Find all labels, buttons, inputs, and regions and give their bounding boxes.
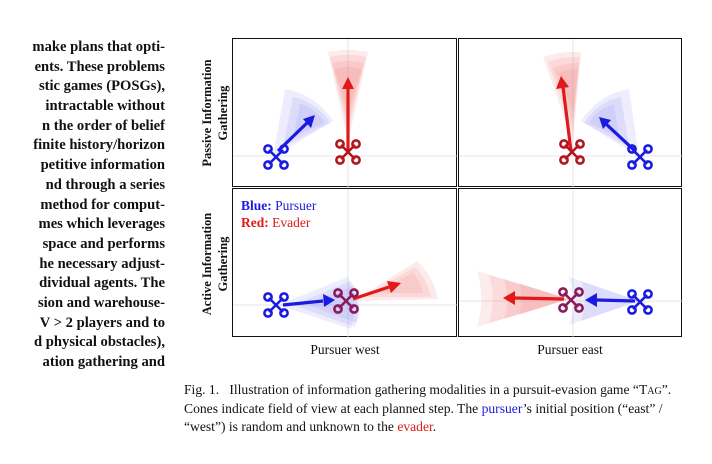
panel-active-west-drawing bbox=[233, 189, 458, 338]
left-text-line: space and performs bbox=[42, 235, 165, 252]
pursuer-arrow bbox=[596, 298, 636, 303]
left-text-line: he necessary adjust- bbox=[39, 255, 165, 272]
left-text-line: ents. These problems bbox=[34, 58, 165, 75]
caption-pursuer: pursuer bbox=[481, 400, 523, 416]
panel-passive-west bbox=[232, 38, 458, 188]
row-label-passive: Passive Information Gathering bbox=[196, 38, 234, 188]
evader-drone-icon bbox=[335, 139, 361, 165]
evader-drone-icon bbox=[558, 287, 584, 313]
figure-caption: Fig. 1. Illustration of information gath… bbox=[184, 381, 704, 437]
left-text-line: V > 2 players and to bbox=[39, 314, 165, 331]
row-label-active: Active Information Gathering bbox=[196, 189, 234, 339]
left-text-line: stic games (POSGs), bbox=[38, 78, 165, 95]
row-label-passive-line2: Gathering bbox=[216, 85, 230, 141]
left-text-line: petitive information bbox=[40, 157, 165, 174]
evader-drone-icon bbox=[559, 139, 585, 165]
panel-passive-east-drawing bbox=[459, 39, 683, 188]
legend-blue-key: Blue: bbox=[241, 198, 272, 213]
left-column-text: make plans that opti- ents. These proble… bbox=[0, 38, 165, 373]
evader-arrowhead bbox=[387, 281, 401, 293]
evader-arrowhead bbox=[342, 77, 354, 89]
pursuer-arrowhead bbox=[585, 293, 597, 307]
evader-fov-cones bbox=[543, 51, 581, 142]
panel-active-east-drawing bbox=[459, 189, 683, 338]
row-label-passive-line1: Passive Information bbox=[200, 59, 214, 167]
left-text-line: nd through a series bbox=[45, 176, 165, 193]
row-label-active-line2: Gathering bbox=[216, 236, 230, 292]
pursuer-drone-icon bbox=[627, 289, 653, 315]
left-text-line: finite history/horizon bbox=[33, 137, 165, 154]
left-text-line: d physical obstacles), bbox=[34, 334, 165, 351]
left-text-line: mes which leverages bbox=[38, 216, 165, 233]
pursuer-arrowhead bbox=[599, 117, 611, 129]
evader-arrow bbox=[352, 285, 390, 301]
left-text-line: method for comput- bbox=[40, 196, 165, 213]
caption-fig-label: Fig. 1. bbox=[184, 382, 220, 397]
legend-pursuer: Blue: Pursuer bbox=[241, 197, 316, 214]
pursuer-arrowhead bbox=[303, 115, 315, 128]
caption-text-2: ”. Cones indicate field of view at each … bbox=[184, 382, 672, 416]
legend-red-key: Red: bbox=[241, 215, 269, 230]
pursuer-drone-icon bbox=[263, 144, 289, 170]
col-label-east: Pursuer east bbox=[537, 342, 603, 357]
caption-text-4: . bbox=[432, 419, 437, 434]
panel-passive-east bbox=[458, 38, 683, 188]
left-text-line: intractable without bbox=[45, 98, 165, 115]
caption-tag: Tag bbox=[638, 382, 662, 397]
legend-evader: Red: Evader bbox=[241, 214, 316, 231]
panel-active-west: Blue: Pursuer Red: Evader bbox=[232, 188, 458, 338]
caption-text-1: Illustration of information gathering mo… bbox=[229, 382, 639, 397]
evader-arrow bbox=[561, 86, 573, 152]
left-text-line: ation gathering and bbox=[42, 354, 165, 370]
caption-evader: evader bbox=[397, 419, 433, 434]
legend-red-value: Evader bbox=[272, 215, 311, 230]
pursuer-arrowhead bbox=[323, 294, 335, 307]
panel-passive-west-drawing bbox=[233, 39, 458, 188]
evader-arrowhead bbox=[556, 76, 569, 89]
pursuer-drone-icon bbox=[627, 144, 653, 170]
evader-drone-icon bbox=[333, 288, 359, 314]
left-text-line: sion and warehouse- bbox=[37, 294, 165, 311]
legend-blue-value: Pursuer bbox=[275, 198, 317, 213]
col-label-west: Pursuer west bbox=[310, 342, 380, 357]
row-label-active-line1: Active Information bbox=[200, 212, 214, 316]
left-text-line: dividual agents. The bbox=[39, 275, 165, 292]
pursuer-drone-icon bbox=[263, 292, 289, 318]
evader-arrowhead bbox=[503, 291, 515, 305]
pursuer-arrow bbox=[282, 299, 324, 307]
left-text-line: n the order of belief bbox=[42, 117, 165, 134]
evader-arrow bbox=[514, 296, 565, 301]
left-text-line: make plans that opti- bbox=[32, 39, 165, 55]
legend: Blue: Pursuer Red: Evader bbox=[241, 197, 316, 231]
panel-active-east bbox=[458, 188, 683, 338]
caption-text-3: ’s initial position (“east” / “west”) is… bbox=[184, 400, 663, 435]
